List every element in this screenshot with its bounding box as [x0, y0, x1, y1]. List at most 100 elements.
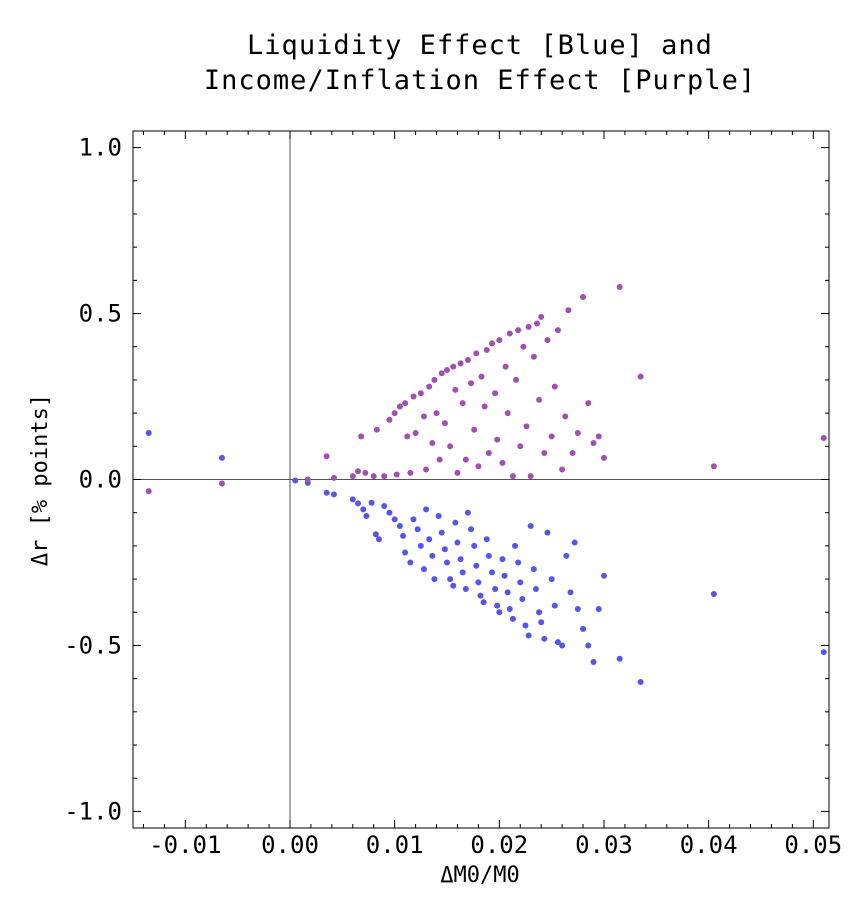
data-point-blue-33 — [450, 582, 457, 589]
data-point-purple-61 — [523, 423, 530, 430]
data-point-blue-59 — [517, 579, 524, 586]
data-point-blue-45 — [480, 599, 487, 606]
data-point-blue-9 — [363, 513, 370, 520]
data-point-blue-24 — [423, 506, 430, 513]
y-axis-label: Δr [% points] — [28, 394, 53, 566]
data-point-purple-84 — [637, 373, 644, 380]
data-point-blue-77 — [574, 605, 581, 612]
data-point-blue-15 — [391, 516, 398, 523]
data-point-purple-64 — [530, 353, 537, 360]
data-point-purple-23 — [423, 466, 430, 473]
data-point-blue-27 — [431, 576, 438, 583]
data-point-purple-57 — [513, 376, 520, 383]
data-point-blue-51 — [496, 609, 503, 616]
data-point-purple-60 — [520, 343, 527, 350]
data-point-blue-43 — [475, 579, 482, 586]
data-point-blue-71 — [551, 602, 558, 609]
data-point-blue-63 — [527, 522, 534, 529]
data-point-purple-16 — [402, 400, 409, 407]
data-point-purple-50 — [494, 436, 501, 443]
data-point-purple-36 — [457, 360, 464, 367]
data-point-blue-41 — [471, 542, 478, 549]
data-point-blue-42 — [473, 562, 480, 569]
data-point-purple-82 — [600, 454, 607, 461]
data-point-blue-85 — [710, 591, 717, 598]
y-tick-label-4: 1.0 — [79, 134, 122, 162]
data-point-blue-13 — [381, 503, 388, 510]
data-point-purple-76 — [569, 449, 576, 456]
data-point-purple-14 — [393, 471, 400, 478]
data-point-blue-28 — [435, 513, 442, 520]
data-point-purple-63 — [527, 473, 534, 480]
data-point-blue-56 — [509, 615, 516, 622]
data-point-blue-55 — [506, 605, 513, 612]
x-tick-label-6: 0.05 — [784, 831, 842, 859]
data-point-purple-69 — [544, 337, 551, 344]
x-tick-label-0: -0.01 — [149, 831, 221, 859]
data-point-purple-77 — [574, 430, 581, 437]
data-point-purple-7 — [358, 433, 365, 440]
data-point-purple-81 — [595, 433, 602, 440]
y-tick-label-3: 0.5 — [79, 300, 122, 328]
data-point-purple-8 — [362, 469, 369, 476]
data-point-blue-61 — [522, 622, 529, 629]
data-point-purple-44 — [478, 373, 485, 380]
data-point-blue-44 — [477, 592, 484, 599]
data-point-purple-55 — [506, 330, 513, 337]
data-point-blue-40 — [468, 526, 475, 533]
data-point-purple-45 — [481, 403, 488, 410]
data-point-purple-15 — [396, 403, 403, 410]
data-point-purple-58 — [515, 327, 522, 334]
data-point-blue-31 — [443, 559, 450, 566]
data-point-blue-20 — [410, 516, 417, 523]
data-point-blue-48 — [488, 569, 495, 576]
data-point-purple-32 — [447, 443, 454, 450]
data-point-purple-86 — [820, 435, 827, 442]
data-point-purple-5 — [349, 473, 356, 480]
data-point-blue-52 — [499, 556, 506, 563]
data-point-purple-47 — [485, 449, 492, 456]
data-point-blue-57 — [512, 542, 519, 549]
data-point-blue-16 — [396, 522, 403, 529]
x-tick-label-2: 0.01 — [366, 831, 424, 859]
data-point-blue-17 — [400, 532, 407, 539]
data-point-purple-80 — [590, 439, 597, 446]
data-point-blue-25 — [426, 536, 433, 543]
data-point-blue-38 — [462, 586, 469, 593]
data-point-blue-47 — [485, 552, 492, 559]
data-point-blue-73 — [559, 642, 566, 649]
data-point-blue-19 — [407, 559, 414, 566]
data-point-blue-74 — [563, 552, 570, 559]
data-point-purple-54 — [504, 410, 511, 417]
data-point-blue-58 — [515, 559, 522, 566]
x-tick-label-4: 0.03 — [575, 831, 633, 859]
data-point-blue-46 — [483, 536, 490, 543]
data-point-purple-29 — [438, 370, 445, 377]
data-point-purple-9 — [370, 473, 377, 480]
data-point-blue-35 — [454, 539, 461, 546]
data-point-blue-39 — [464, 509, 471, 516]
data-point-purple-53 — [502, 363, 509, 370]
y-tick-label-1: -0.5 — [64, 631, 122, 659]
data-point-blue-8 — [360, 506, 367, 513]
data-point-purple-35 — [454, 469, 461, 476]
data-point-blue-70 — [548, 576, 555, 583]
data-point-blue-12 — [375, 536, 382, 543]
data-point-blue-23 — [420, 566, 427, 573]
x-axis-label: ΔM0/M0 — [440, 863, 519, 888]
data-point-blue-60 — [519, 595, 526, 602]
data-point-blue-54 — [504, 589, 511, 596]
data-point-blue-10 — [368, 499, 375, 506]
data-point-purple-37 — [459, 400, 466, 407]
axes-layer — [133, 131, 829, 828]
data-point-blue-64 — [530, 566, 537, 573]
data-point-purple-70 — [548, 433, 555, 440]
data-point-purple-10 — [373, 426, 380, 433]
data-point-purple-13 — [391, 410, 398, 417]
data-point-purple-73 — [559, 466, 566, 473]
data-point-blue-68 — [541, 635, 548, 642]
data-point-blue-26 — [429, 552, 436, 559]
data-point-purple-67 — [538, 313, 545, 320]
data-point-purple-79 — [585, 400, 592, 407]
